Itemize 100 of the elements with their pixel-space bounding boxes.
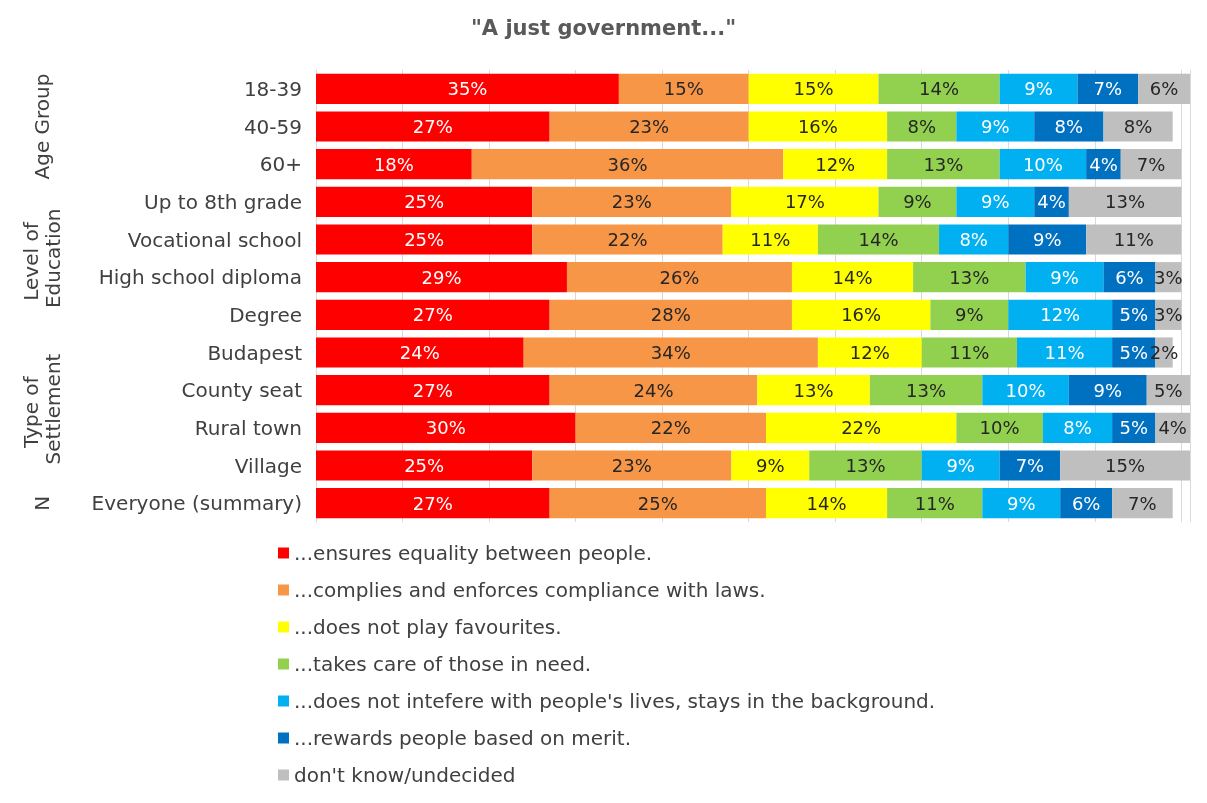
bar (575, 412, 766, 443)
bar (999, 450, 1061, 481)
text: N (30, 495, 54, 511)
bar (1077, 73, 1139, 104)
data-label: 9% (903, 191, 932, 213)
data-label: 13% (949, 266, 990, 288)
bar (999, 149, 1087, 180)
data-label: 13% (1105, 191, 1146, 213)
bar (1034, 111, 1104, 142)
bar (1103, 111, 1173, 142)
data-label: 23% (611, 455, 652, 476)
bar (817, 337, 922, 368)
y-tick-label: 18-39 (243, 76, 302, 101)
data-label: 4% (1158, 417, 1187, 439)
bar (316, 186, 533, 217)
bar (887, 111, 957, 142)
bar (532, 186, 732, 217)
data-label: 6% (1071, 492, 1101, 514)
bar (731, 450, 810, 481)
legend-label: ...does not intefere with people's lives, stays in the background. (294, 689, 936, 713)
data-label: 4% (1089, 153, 1118, 175)
legend-label: ...complies and enforces compliance with laws. (294, 578, 766, 602)
data-label: 9% (1093, 379, 1123, 401)
y-tick-label: Village (234, 453, 302, 478)
data-label: 9% (955, 304, 984, 326)
data-label: 10% (1022, 153, 1063, 175)
bar (1068, 375, 1147, 406)
data-label: 13% (793, 379, 834, 401)
data-label: 13% (923, 153, 964, 175)
bar (532, 224, 723, 255)
bar (913, 262, 1026, 293)
bar (1120, 149, 1182, 180)
data-label: 15% (793, 78, 834, 100)
data-label: 11% (949, 342, 990, 363)
data-label: 25% (404, 191, 445, 213)
data-label: 7% (1128, 492, 1157, 514)
data-label: 12% (1040, 304, 1081, 326)
bar (817, 224, 940, 255)
data-label: 30% (425, 417, 466, 439)
data-label: 5% (1119, 417, 1149, 439)
data-label: 8% (959, 229, 988, 250)
bar (939, 224, 1009, 255)
data-label: 14% (858, 229, 899, 250)
data-label: 22% (607, 229, 648, 250)
data-label: 9% (1032, 229, 1062, 250)
data-label: 7% (1093, 78, 1123, 100)
data-label: 8% (1054, 116, 1084, 137)
bar (809, 450, 922, 481)
data-label: 11% (914, 492, 955, 514)
data-label: 13% (845, 455, 886, 476)
data-label: 14% (806, 492, 847, 514)
data-label: 11% (1044, 342, 1085, 363)
bar (316, 262, 567, 293)
bar (1060, 450, 1190, 481)
data-label: 11% (750, 229, 791, 250)
y-tick-label: Budapest (207, 340, 303, 365)
bar (316, 450, 533, 481)
bar (791, 299, 931, 330)
data-label: 9% (981, 191, 1010, 213)
bar (316, 149, 472, 180)
bar (316, 412, 576, 443)
bar (566, 262, 792, 293)
data-label: 9% (1024, 78, 1053, 100)
data-label: 8% (907, 116, 937, 137)
bar (869, 375, 983, 406)
data-label: 4% (1037, 191, 1066, 213)
data-label: 5% (1119, 304, 1149, 326)
bar (748, 111, 888, 142)
data-label: 15% (1105, 455, 1146, 476)
data-label: 25% (404, 455, 445, 476)
bar (921, 337, 1017, 368)
bar (316, 337, 524, 368)
y-tick-label: 60+ (259, 152, 302, 177)
bar (956, 186, 1035, 217)
bar (549, 375, 758, 406)
data-label: 25% (637, 492, 678, 514)
data-label: 9% (1006, 492, 1036, 514)
data-label: 8% (1063, 417, 1092, 439)
bar (1086, 224, 1182, 255)
bar (982, 375, 1069, 406)
bar (930, 299, 1009, 330)
y-tick-label: Degree (229, 302, 302, 327)
bar (471, 149, 784, 180)
data-label: 27% (412, 304, 453, 326)
y-tick-label: Rural town (194, 415, 302, 440)
bar (316, 111, 550, 142)
data-label: 3% (1154, 266, 1183, 288)
bar (316, 299, 550, 330)
text: Type of Settlement (19, 353, 65, 465)
bar (748, 73, 879, 104)
data-label: 18% (373, 153, 414, 175)
bar (722, 224, 818, 255)
data-label: 7% (1136, 153, 1166, 175)
bar (921, 450, 1000, 481)
data-label: 5% (1154, 379, 1183, 401)
data-label: 26% (659, 266, 700, 288)
bar (956, 412, 1043, 443)
bar (982, 488, 1061, 519)
data-label: 15% (663, 78, 704, 100)
text: Level of Education (19, 208, 65, 309)
